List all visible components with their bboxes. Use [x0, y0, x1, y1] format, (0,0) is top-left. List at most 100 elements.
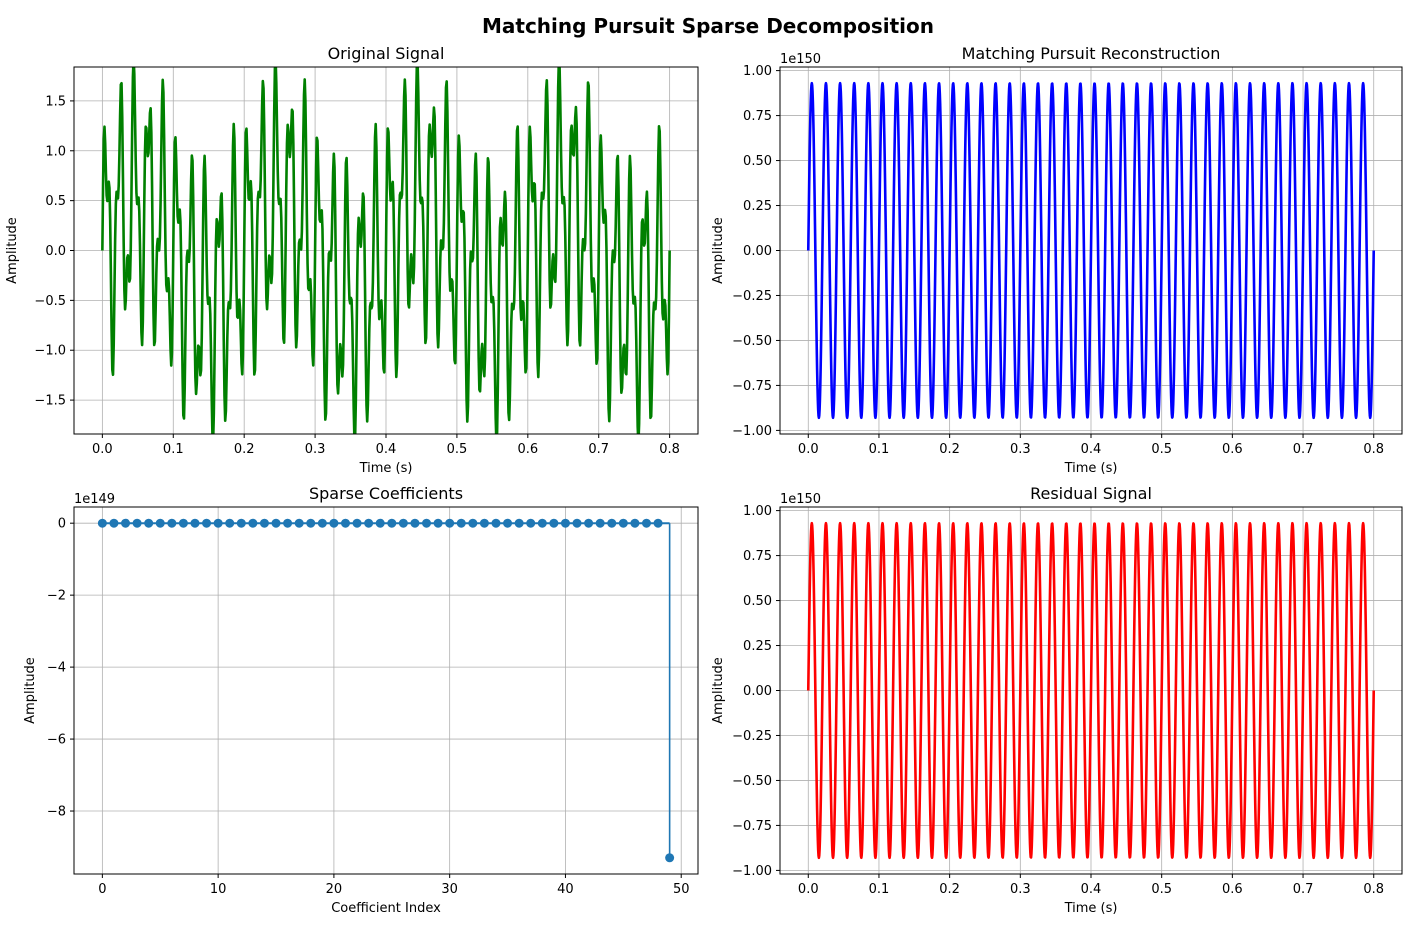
- x-tick-label: 40: [557, 882, 574, 897]
- stem-marker: [618, 518, 628, 528]
- x-tick-label: 0.2: [234, 442, 255, 457]
- x-tick-label: 50: [673, 882, 690, 897]
- y-tick-label: −0.5: [34, 294, 66, 309]
- y-tick-label: −0.50: [732, 334, 772, 349]
- stem-marker: [259, 518, 269, 528]
- y-tick-label: 1.00: [743, 504, 772, 519]
- y-tick-label: 0.75: [743, 549, 772, 564]
- x-tick-label: 0.6: [1222, 442, 1243, 457]
- y-tick-label: −1.5: [34, 394, 66, 409]
- x-tick-label: 0.3: [305, 442, 326, 457]
- x-tick-label: 0.1: [869, 882, 890, 897]
- x-axis-label: Time (s): [1064, 901, 1118, 916]
- x-tick-label: 0.5: [447, 442, 468, 457]
- stem-marker: [456, 518, 466, 528]
- subplot-title: Matching Pursuit Reconstruction: [962, 44, 1221, 63]
- subplot-residual: 0.0 0.1 0.2 0.3 0.4 0.5 0.6 0.7 0.8 −1.00 −0.75 −0.…: [711, 484, 1403, 916]
- y-tick-label: 0.00: [743, 244, 772, 259]
- stem-marker: [641, 518, 651, 528]
- stem-marker: [190, 518, 200, 528]
- subplot-original: 0.0 0.1 0.2 0.3 0.4 0.5 0.6 0.7 0.8 −1.5 −1.0 −0.5 0…: [5, 44, 699, 476]
- stem-marker: [560, 518, 570, 528]
- stem-marker: [584, 518, 594, 528]
- x-tick-label: 0.2: [939, 882, 960, 897]
- x-tick-label: 0.0: [798, 442, 819, 457]
- x-tick-label: 0.6: [517, 442, 538, 457]
- stem-marker: [491, 518, 501, 528]
- x-tick-label: 0.5: [1151, 442, 1172, 457]
- stem-marker: [271, 518, 281, 528]
- stem-marker: [653, 518, 663, 528]
- x-tick-label: 0.4: [1081, 882, 1102, 897]
- stem-marker: [665, 853, 675, 863]
- stem-marker: [479, 518, 489, 528]
- stem-marker: [468, 518, 478, 528]
- stem-marker: [514, 518, 524, 528]
- subplot-coefficients: 0 10 20 30 40 50 −8 −6 −4 −2 0 Sparse Coefficients C…: [23, 484, 699, 916]
- stem-marker: [167, 518, 177, 528]
- x-tick-label: 0.4: [376, 442, 397, 457]
- x-tick-label: 0.3: [1010, 442, 1031, 457]
- y-tick-label: −1.0: [34, 344, 66, 359]
- stem-marker: [329, 518, 339, 528]
- x-tick-label: 0.8: [659, 442, 680, 457]
- axis-offset-label: 1e150: [780, 52, 821, 67]
- stem-marker: [503, 518, 513, 528]
- y-tick-label: −0.25: [732, 729, 772, 744]
- stem-marker: [317, 518, 327, 528]
- series-line: [806, 521, 1376, 860]
- y-tick-label: 0.25: [743, 639, 772, 654]
- stem-marker: [132, 518, 142, 528]
- stem-marker: [607, 518, 617, 528]
- y-tick-label: −2: [47, 589, 66, 604]
- stem-marker: [433, 518, 443, 528]
- axes-frame: [73, 506, 699, 875]
- x-tick-label: 0: [98, 882, 106, 897]
- x-tick-label: 0.0: [798, 882, 819, 897]
- stem-marker: [155, 518, 165, 528]
- stem-marker: [364, 518, 374, 528]
- figure-title: Matching Pursuit Sparse Decomposition: [481, 14, 935, 38]
- x-tick-label: 0.7: [1293, 442, 1314, 457]
- y-tick-label: 0: [58, 517, 66, 532]
- y-axis-label: Amplitude: [711, 657, 726, 724]
- series-line: [101, 67, 671, 434]
- stem-marker: [595, 518, 605, 528]
- stem-marker: [398, 518, 408, 528]
- x-tick-label: 10: [210, 882, 227, 897]
- y-tick-label: −1.00: [732, 864, 772, 879]
- axis-offset-label: 1e149: [74, 492, 115, 507]
- x-tick-label: 0.2: [939, 442, 960, 457]
- x-tick-label: 0.6: [1222, 882, 1243, 897]
- stem-marker: [144, 518, 154, 528]
- y-tick-label: −4: [47, 661, 66, 676]
- stem-marker: [306, 518, 316, 528]
- subplot-title: Original Signal: [328, 44, 445, 63]
- y-tick-label: −0.75: [732, 379, 772, 394]
- y-tick-label: −1.00: [732, 424, 772, 439]
- stem-marker: [121, 518, 131, 528]
- stem-marker: [410, 518, 420, 528]
- y-tick-label: 1.5: [45, 94, 66, 109]
- x-tick-label: 0.3: [1010, 882, 1031, 897]
- stem-marker: [294, 518, 304, 528]
- y-tick-label: 0.0: [45, 244, 66, 259]
- x-tick-label: 0.1: [869, 442, 890, 457]
- stem-marker: [375, 518, 385, 528]
- stem-marker: [178, 518, 188, 528]
- x-tick-label: 20: [326, 882, 343, 897]
- series-line: [806, 81, 1376, 420]
- y-axis-label: Amplitude: [23, 657, 38, 724]
- stem-marker: [630, 518, 640, 528]
- x-tick-label: 0.4: [1081, 442, 1102, 457]
- x-tick-label: 0.0: [92, 442, 113, 457]
- y-tick-label: 0.75: [743, 109, 772, 124]
- y-axis-label: Amplitude: [711, 217, 726, 284]
- stem-marker: [445, 518, 455, 528]
- x-tick-label: 0.7: [588, 442, 609, 457]
- stem-marker: [225, 518, 235, 528]
- subplot-reconstruction: 0.0 0.1 0.2 0.3 0.4 0.5 0.6 0.7 0.8 −1.00 −0.75 −0.…: [711, 44, 1403, 476]
- stem-marker: [283, 518, 293, 528]
- stem-marker: [537, 518, 547, 528]
- y-tick-label: 0.5: [45, 194, 66, 209]
